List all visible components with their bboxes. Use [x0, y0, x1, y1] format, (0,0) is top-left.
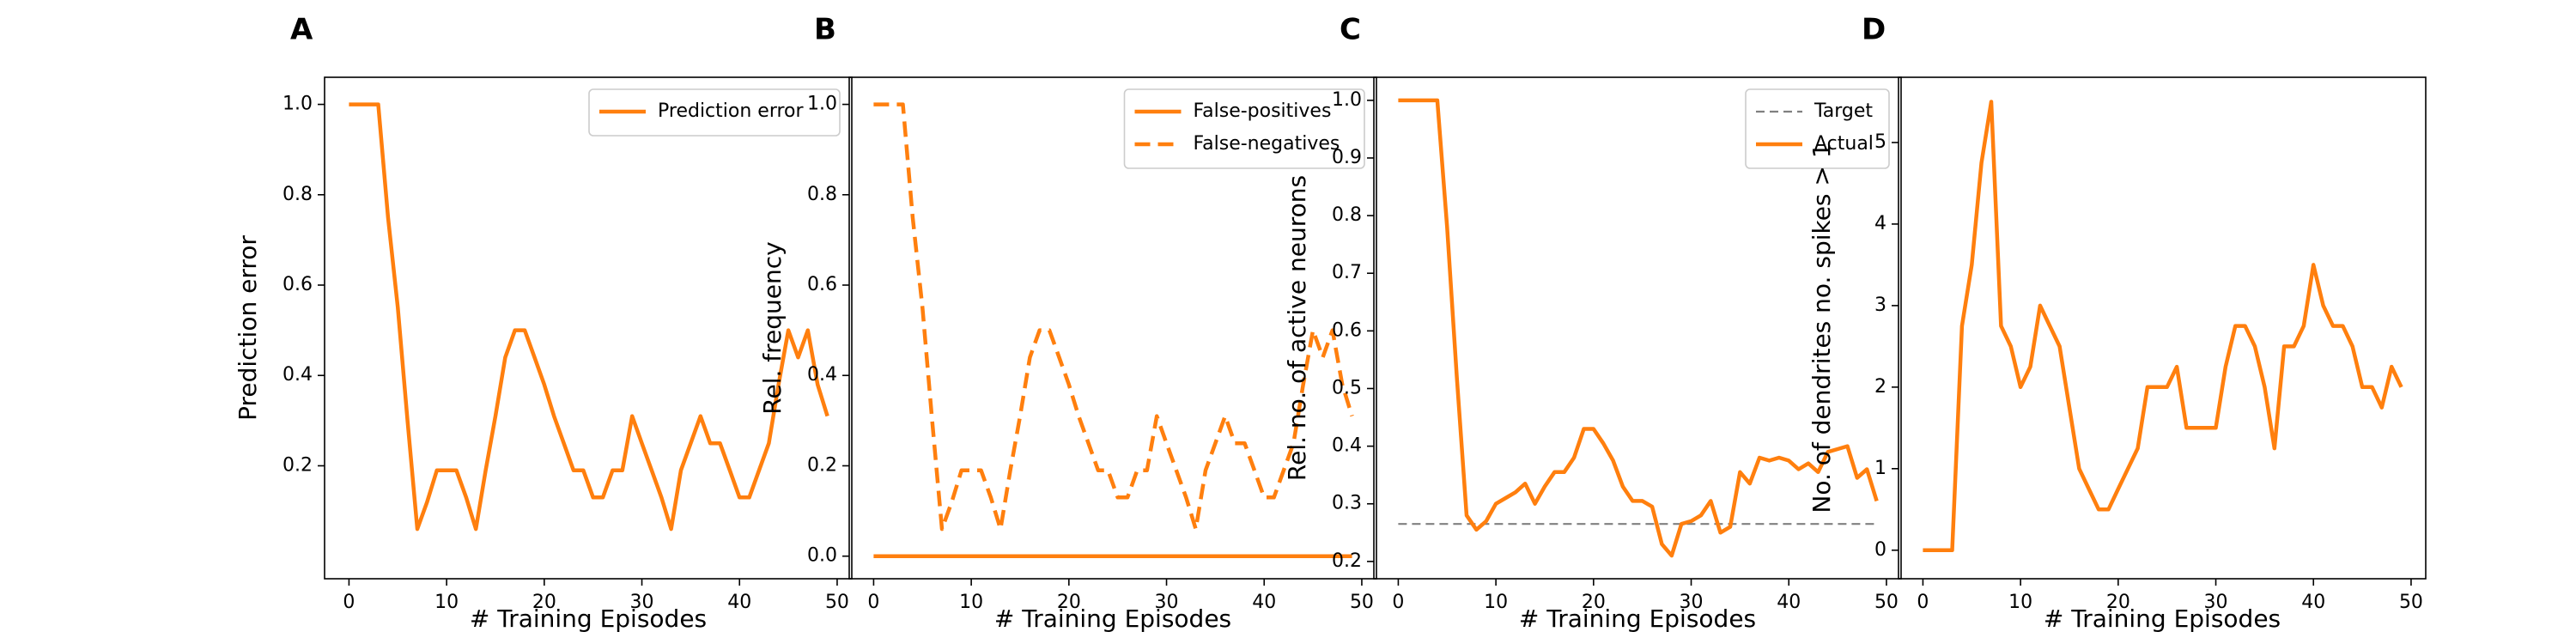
x-tick-label: 20	[2106, 592, 2130, 613]
x-tick-label: 0	[1917, 592, 1929, 613]
x-tick-label: 20	[532, 592, 556, 613]
y-tick-label: 0	[1874, 539, 1886, 561]
y-tick-label: 0.6	[283, 274, 313, 295]
x-axis-title: # Training Episodes	[994, 605, 1231, 633]
y-tick-label: 5	[1874, 131, 1886, 153]
panel-b: B 0 10 20 30 40 50 0.0 0.2 0.4 0.6 0.8 1.0 # Training…	[758, 13, 1377, 633]
x-tick-label: 10	[1484, 592, 1508, 613]
panel-label: A	[290, 13, 313, 47]
series-line-false-negatives	[873, 102, 1354, 532]
legend-label: Target	[1814, 100, 1873, 122]
x-tick-label: 0	[1392, 592, 1404, 613]
x-tick-label: 0	[867, 592, 879, 613]
y-tick-label: 0.6	[807, 274, 837, 295]
x-tick-label: 10	[2008, 592, 2032, 613]
plot-frame	[1898, 76, 2427, 580]
series-line-prediction-error	[349, 102, 829, 532]
y-tick-label: 0.4	[283, 364, 313, 386]
x-axis-title: # Training Episodes	[2044, 605, 2281, 633]
y-tick-label: 0.5	[1332, 377, 1362, 398]
legend-box	[1123, 88, 1365, 169]
y-tick-label: 2	[1874, 376, 1886, 398]
x-tick-label: 40	[1777, 592, 1801, 613]
legend-box	[1745, 88, 1890, 169]
x-tick-label: 30	[1680, 592, 1704, 613]
panel-label: C	[1340, 13, 1361, 47]
y-tick-label: 0.7	[1332, 262, 1362, 283]
y-tick-label: 0.6	[1332, 319, 1362, 341]
y-tick-label: 0.8	[1332, 204, 1362, 226]
x-tick-label: 30	[2204, 592, 2228, 613]
legend-label: Actual	[1814, 133, 1874, 155]
plot-frame	[324, 76, 853, 580]
x-tick-label: 50	[2399, 592, 2423, 613]
y-tick-label: 1.0	[283, 94, 313, 115]
y-tick-label: 0.3	[1332, 493, 1362, 514]
y-tick-label: 0.8	[283, 184, 313, 205]
y-tick-label: 0.2	[283, 454, 313, 476]
series-line-actual	[1398, 98, 1879, 558]
x-tick-label: 0	[343, 592, 355, 613]
x-tick-label: 40	[1252, 592, 1276, 613]
y-tick-label: 1.0	[807, 94, 837, 115]
x-tick-label: 10	[434, 592, 459, 613]
legend-label: Prediction error	[658, 100, 804, 122]
x-tick-label: 30	[1155, 592, 1179, 613]
y-tick-label: 1	[1874, 458, 1886, 479]
y-axis-title: Rel. no. of active neurons	[1283, 175, 1311, 481]
panel-label: B	[814, 13, 836, 47]
x-tick-label: 10	[959, 592, 983, 613]
legend: Target Actual	[1745, 88, 1890, 169]
x-tick-label: 50	[825, 592, 849, 613]
y-tick-label: 0.4	[807, 364, 837, 386]
y-axis-title: Prediction error	[234, 235, 262, 421]
x-tick-label: 30	[630, 592, 654, 613]
y-tick-label: 0.2	[1332, 550, 1362, 572]
x-tick-label: 50	[1874, 592, 1899, 613]
y-axis-title: Rel. frequency	[758, 241, 787, 414]
y-tick-label: 4	[1874, 213, 1886, 234]
legend-box	[588, 88, 841, 137]
plot-frame	[1373, 76, 1902, 580]
legend-label: False-positives	[1194, 100, 1332, 122]
x-tick-label: 40	[727, 592, 751, 613]
y-tick-label: 0.9	[1332, 147, 1362, 168]
panel-a: A 0 10 20 30 40 50 0.2 0.4 0.6 0.8 1.0 # Training Ep…	[234, 13, 853, 633]
x-tick-label: 40	[2301, 592, 2325, 613]
legend-label: False-negatives	[1194, 133, 1340, 155]
legend: Prediction error	[588, 88, 841, 137]
panel-c: C0 10 20 30 40 500.20.30.40.50.60.70.80.91.0#…	[1283, 13, 1902, 633]
x-tick-label: 20	[1582, 592, 1606, 613]
y-tick-label: 0.2	[807, 454, 837, 476]
y-axis-title: No. of dendrites no. spikes > 1	[1807, 143, 1836, 513]
y-tick-label: 1.0	[1332, 89, 1362, 111]
x-axis-title: # Training Episodes	[1519, 605, 1756, 633]
y-tick-label: 0.0	[807, 545, 837, 567]
x-tick-label: 20	[1057, 592, 1081, 613]
panel-d: D 0 10 20 30 40 50 0 1 2 3 4 5 # Training Episodes No.…	[1807, 13, 2427, 633]
legend: False-positives False-negatives	[1123, 88, 1365, 169]
panel-label: D	[1862, 13, 1886, 47]
series-line-values	[1923, 100, 2403, 553]
y-tick-label: 0.4	[1332, 435, 1362, 457]
x-axis-title: # Training Episodes	[470, 605, 707, 633]
plot-frame	[848, 76, 1377, 580]
y-tick-label: 0.8	[807, 184, 837, 205]
y-tick-label: 3	[1874, 295, 1886, 316]
x-tick-label: 50	[1350, 592, 1374, 613]
